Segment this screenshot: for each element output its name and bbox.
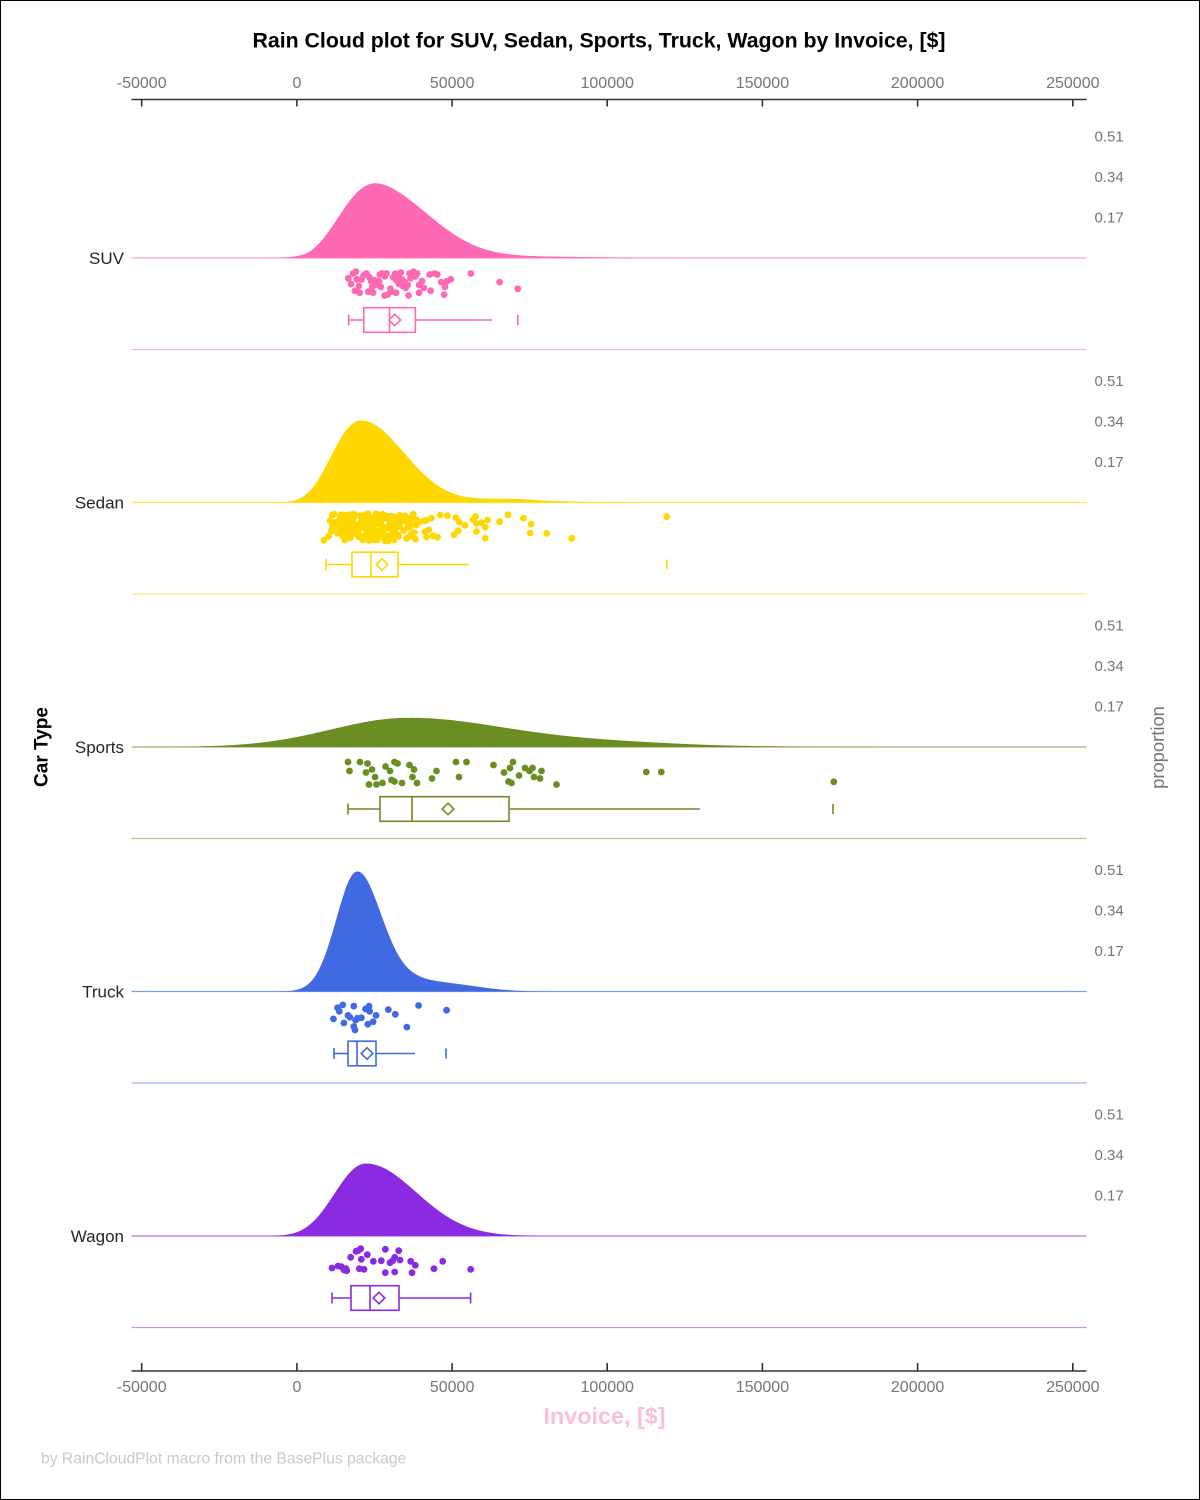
- svg-text:150000: 150000: [736, 1379, 789, 1396]
- svg-text:0.17: 0.17: [1095, 1188, 1124, 1205]
- svg-text:100000: 100000: [581, 75, 634, 92]
- svg-text:0.51: 0.51: [1095, 862, 1124, 879]
- svg-text:250000: 250000: [1046, 1379, 1099, 1396]
- svg-text:200000: 200000: [891, 1379, 944, 1396]
- svg-text:Sports: Sports: [75, 738, 124, 757]
- svg-text:0.17: 0.17: [1095, 943, 1124, 960]
- svg-text:Rain Cloud plot for SUV, Sedan: Rain Cloud plot for SUV, Sedan, Sports, …: [252, 29, 945, 53]
- svg-text:0.51: 0.51: [1095, 373, 1124, 390]
- svg-text:0.17: 0.17: [1095, 210, 1124, 227]
- svg-text:150000: 150000: [736, 75, 789, 92]
- svg-text:Wagon: Wagon: [71, 1227, 124, 1246]
- svg-text:0.17: 0.17: [1095, 454, 1124, 471]
- svg-text:Truck: Truck: [82, 983, 124, 1002]
- svg-text:0.34: 0.34: [1095, 903, 1124, 920]
- svg-text:100000: 100000: [581, 1379, 634, 1396]
- svg-text:0.51: 0.51: [1095, 618, 1124, 635]
- svg-text:proportion: proportion: [1147, 706, 1168, 789]
- svg-text:200000: 200000: [891, 75, 944, 92]
- svg-text:0: 0: [292, 1379, 301, 1396]
- svg-text:0.34: 0.34: [1095, 169, 1124, 186]
- svg-text:0.34: 0.34: [1095, 658, 1124, 675]
- svg-text:0.51: 0.51: [1095, 129, 1124, 146]
- svg-text:50000: 50000: [430, 1379, 475, 1396]
- svg-text:50000: 50000: [430, 75, 475, 92]
- svg-text:Car Type: Car Type: [32, 707, 53, 787]
- svg-text:0.17: 0.17: [1095, 699, 1124, 716]
- svg-text:250000: 250000: [1046, 75, 1099, 92]
- svg-text:0.34: 0.34: [1095, 1147, 1124, 1164]
- svg-text:-50000: -50000: [117, 1379, 167, 1396]
- svg-text:-50000: -50000: [117, 75, 167, 92]
- svg-text:0.34: 0.34: [1095, 414, 1124, 431]
- svg-text:by RainCloudPlot macro from th: by RainCloudPlot macro from the BasePlus…: [41, 1451, 407, 1468]
- svg-text:0.51: 0.51: [1095, 1107, 1124, 1124]
- svg-text:Invoice, [$]: Invoice, [$]: [543, 1403, 665, 1429]
- svg-text:Sedan: Sedan: [75, 494, 124, 513]
- svg-text:0: 0: [292, 75, 301, 92]
- svg-text:SUV: SUV: [89, 249, 125, 268]
